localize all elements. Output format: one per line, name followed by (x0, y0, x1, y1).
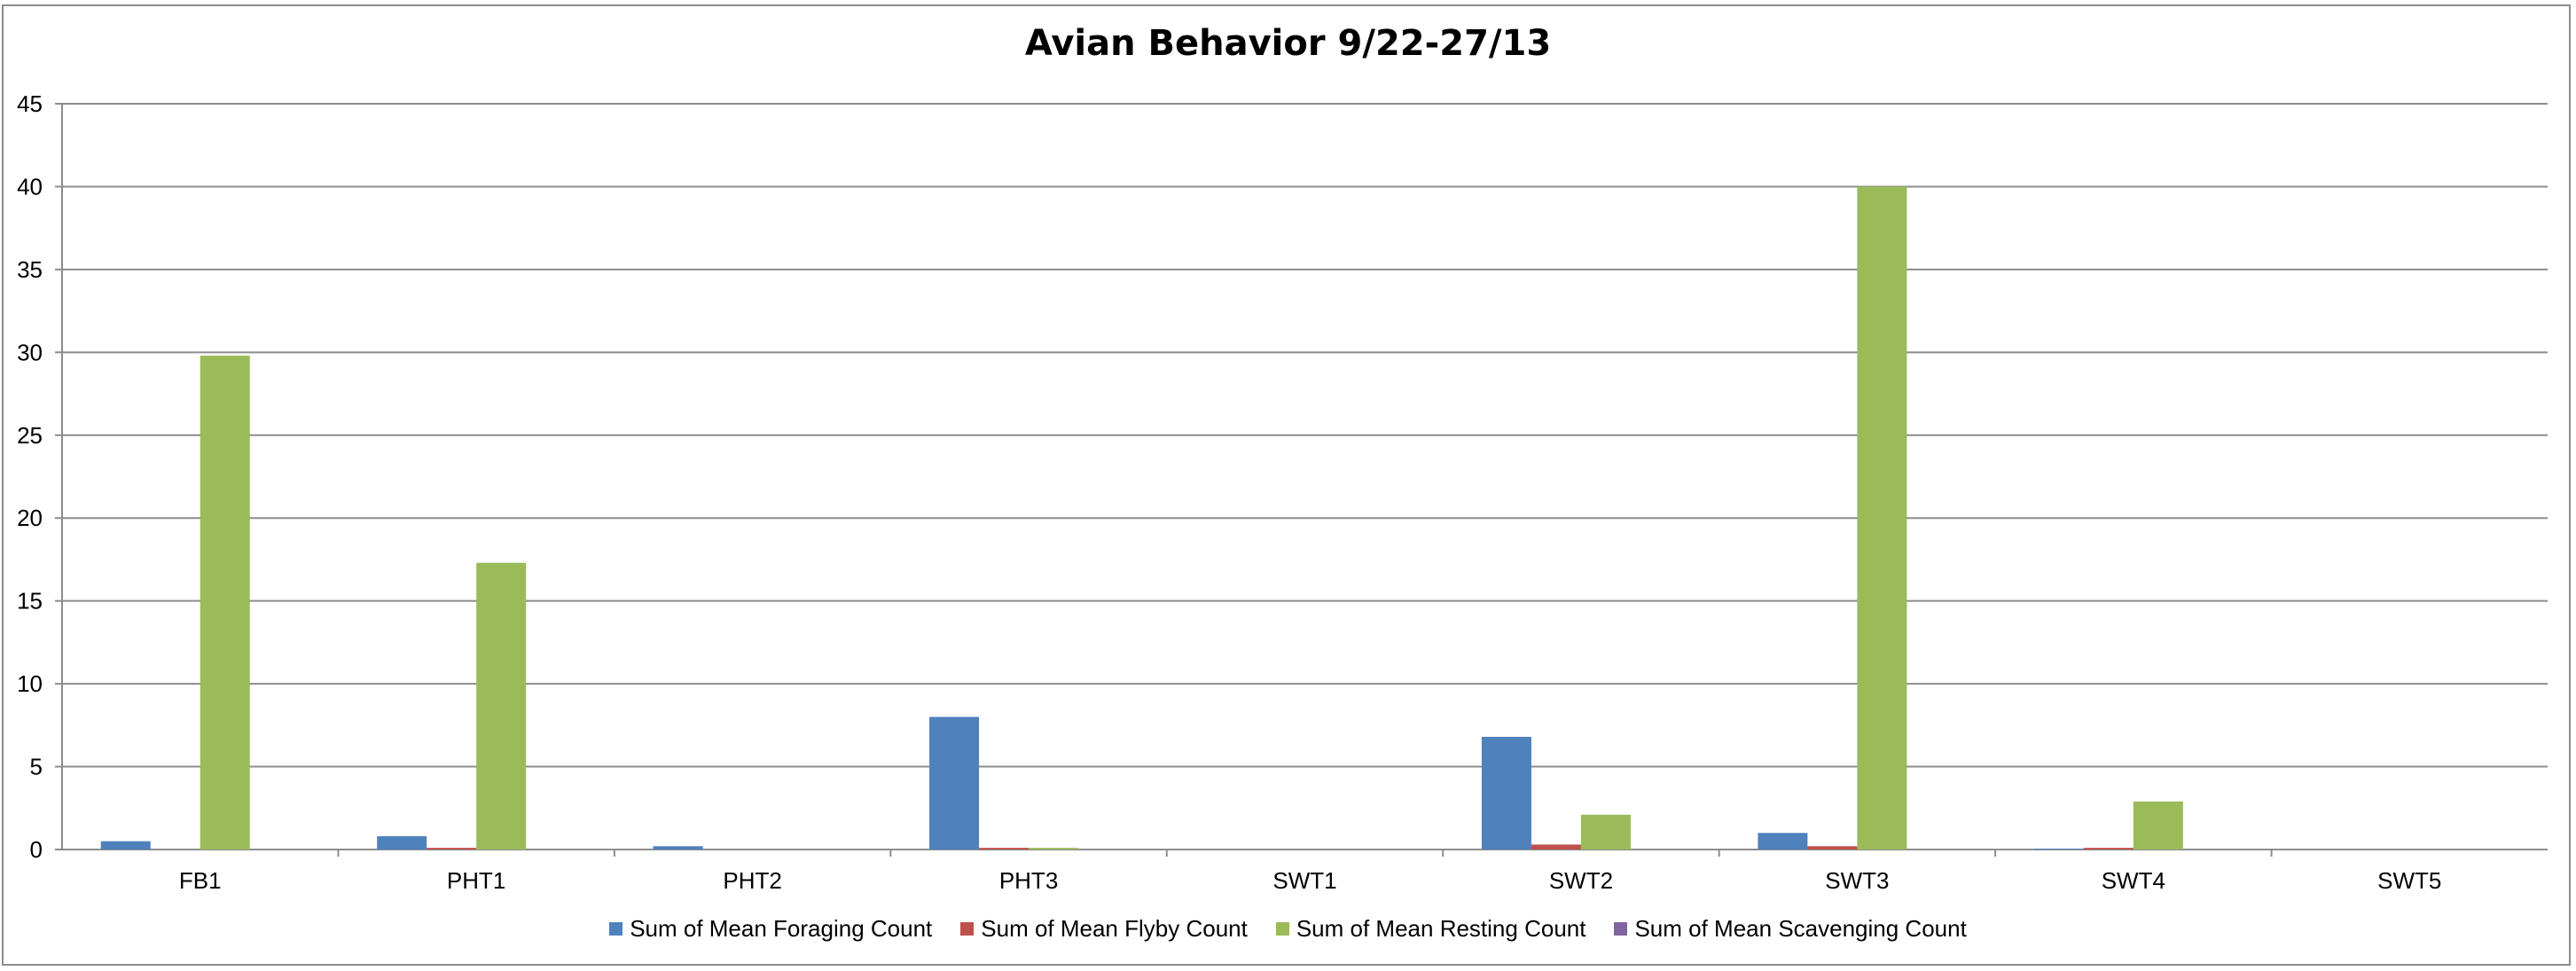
x-tick-label: PHT2 (723, 867, 781, 894)
bar-swt4-series-3 (2133, 801, 2183, 850)
legend-item: Sum of Mean Resting Count (1275, 915, 1586, 943)
bar-fb1-series-1 (100, 841, 151, 850)
y-tick-label: 5 (30, 754, 43, 780)
bar-pht1-series-1 (377, 836, 427, 850)
bar-pht3-series-2 (979, 848, 1030, 850)
y-tick-label: 15 (17, 588, 43, 615)
bar-swt3-series-2 (1807, 846, 1858, 850)
y-tick-label: 30 (17, 339, 43, 365)
y-tick-label: 0 (30, 836, 43, 863)
bar-pht1-series-2 (427, 848, 477, 850)
legend-item: Sum of Mean Scavenging Count (1614, 915, 1967, 943)
bar-pht3-series-1 (929, 717, 980, 850)
x-tick-label: PHT1 (447, 867, 505, 894)
y-tick-label: 35 (17, 256, 43, 283)
x-tick-label: SWT4 (2102, 867, 2165, 894)
chart-legend: Sum of Mean Foraging Count Sum of Mean Fl… (0, 915, 2576, 943)
bar-swt2-series-2 (1531, 844, 1581, 850)
bar-swt4-series-2 (2083, 848, 2134, 850)
bar-swt3-series-1 (1758, 833, 1808, 850)
x-tick-label: SWT1 (1272, 867, 1336, 894)
y-tick-label: 45 (17, 90, 43, 117)
bar-pht2-series-1 (653, 846, 703, 850)
bar-swt2-series-3 (1580, 814, 1631, 850)
legend-label: Sum of Mean Resting Count (1296, 915, 1586, 942)
legend-item: Sum of Mean Flyby Count (960, 915, 1248, 943)
bar-pht1-series-3 (476, 562, 527, 850)
y-tick-label: 20 (17, 505, 43, 531)
bar-swt4-series-1 (2033, 849, 2084, 850)
x-tick-label: SWT3 (1825, 867, 1889, 894)
y-tick-label: 10 (17, 670, 43, 697)
bar-pht3-series-3 (1029, 848, 1079, 850)
x-tick-label: SWT5 (2377, 867, 2441, 894)
x-tick-label: FB1 (179, 867, 222, 894)
legend-swatch (1275, 922, 1289, 936)
legend-swatch (960, 922, 975, 936)
bar-fb1-series-3 (200, 356, 250, 850)
legend-label: Sum of Mean Flyby Count (981, 915, 1248, 942)
legend-swatch (1614, 922, 1628, 936)
legend-item: Sum of Mean Foraging Count (609, 915, 932, 943)
y-tick-label: 40 (17, 173, 43, 200)
bar-swt3-series-3 (1857, 186, 1907, 850)
legend-label: Sum of Mean Scavenging Count (1634, 915, 1967, 942)
y-tick-label: 25 (17, 422, 43, 449)
bar-swt2-series-1 (1481, 736, 1531, 850)
legend-label: Sum of Mean Foraging Count (630, 915, 933, 942)
x-tick-label: PHT3 (999, 867, 1058, 894)
legend-swatch (609, 922, 623, 936)
chart-title: Avian Behavior 9/22-27/13 (1024, 23, 1552, 64)
x-tick-label: SWT2 (1549, 867, 1613, 894)
